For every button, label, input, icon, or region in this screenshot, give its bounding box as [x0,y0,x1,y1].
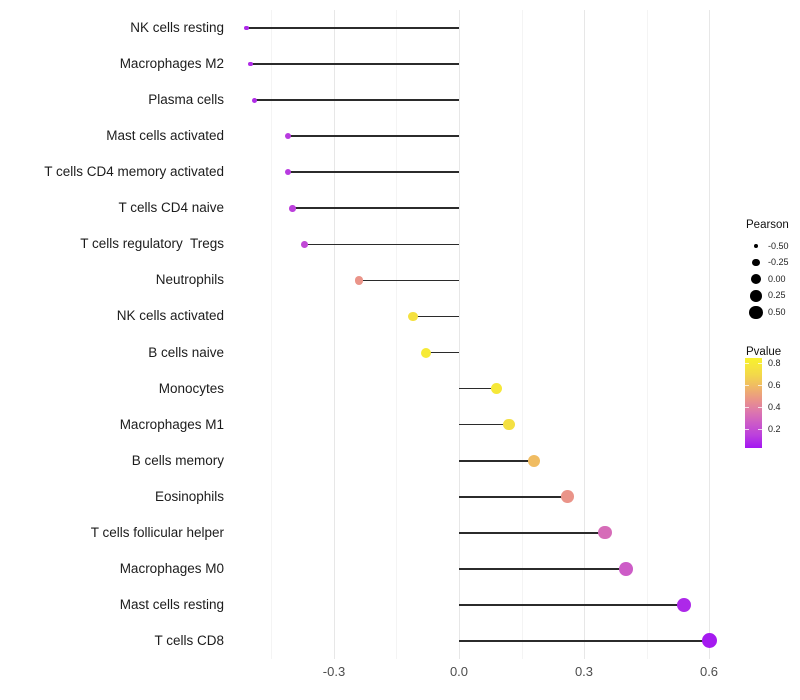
lollipop-dot [420,347,431,358]
grid-line-major [333,10,335,659]
y-axis-label: Macrophages M0 [119,560,224,576]
lollipop-stick [425,351,459,354]
lollipop-dot [527,454,541,467]
pvalue-tick-label: 0.2 [768,423,781,434]
legend-pvalue-title: Pvalue [746,346,782,358]
legend-size-label: -0.25 [768,257,789,268]
pvalue-colorbar-tickmark [745,384,749,387]
x-tick-label: 0.0 [449,664,469,679]
y-axis-label: T cells CD8 [154,632,224,648]
lollipop-stick [254,99,459,101]
lollipop-stick [459,640,710,642]
lollipop-stick [292,207,459,210]
pvalue-tick-label: 0.6 [768,379,781,390]
pvalue-colorbar-tickmark [758,428,762,431]
x-tick-label: -0.3 [322,664,346,679]
lollipop-stick [304,243,459,246]
lollipop-stick [459,423,509,426]
legend-size-label: -0.50 [768,240,789,251]
legend-size-label: 0.00 [768,273,786,284]
pvalue-colorbar-tickmark [745,428,749,431]
lollipop-stick [459,568,626,570]
y-axis-label: Mast cells resting [119,596,224,612]
lollipop-stick [288,171,459,174]
lollipop-dot [618,562,633,576]
lollipop-dot [252,97,258,103]
y-axis-label: B cells naive [148,344,224,360]
lollipop-stick [459,604,685,606]
legend-size-dot [750,289,762,302]
lollipop-dot [408,311,419,322]
lollipop-stick [459,387,497,390]
pvalue-colorbar-tickmark [758,362,762,365]
lollipop-dot [289,205,296,212]
lollipop-stick [288,135,459,138]
legend-pearson-title: Pearson [746,219,789,231]
lollipop-stick [358,279,459,282]
grid-line-minor [271,10,273,659]
grid-line-major [584,10,585,659]
y-axis-label: Macrophages M2 [119,56,224,72]
y-axis-label: T cells CD4 memory activated [44,164,224,180]
lollipop-stick [250,63,459,65]
x-tick-label: 0.3 [574,664,594,679]
lollipop-dot [701,633,717,649]
y-axis-label: Macrophages M1 [119,416,224,432]
legend-size-label: 0.25 [768,290,786,301]
lollipop-stick [246,27,459,29]
y-axis-label: B cells memory [131,452,224,468]
x-tick-label: 0.6 [699,664,719,679]
legend-size-dot [749,305,763,319]
lollipop-dot [354,276,364,285]
pvalue-tick-label: 0.4 [768,401,781,412]
lollipop-dot [598,526,612,540]
lollipop-dot [503,418,515,431]
pvalue-colorbar-tickmark [745,406,749,409]
lollipop-stick [413,315,459,318]
lollipop-dot [244,25,249,31]
grid-line-major [459,10,460,659]
lollipop-dot [490,382,503,395]
lollipop-stick [459,495,568,498]
grid-line-minor [396,10,398,659]
pvalue-colorbar [745,358,762,448]
lollipop-dot [560,490,574,504]
y-axis-label: Monocytes [158,380,224,396]
legend-size-label: 0.50 [768,306,786,317]
lollipop-stick [459,531,605,534]
y-axis-label: Neutrophils [155,272,224,288]
grid-line-minor [521,10,523,659]
pvalue-colorbar-tickmark [758,406,762,409]
y-axis-label: Eosinophils [154,488,224,504]
legend-size-dot [752,258,760,267]
y-axis-label: Plasma cells [148,92,224,108]
y-axis-label: Mast cells activated [106,128,224,144]
y-axis-label: NK cells resting [130,20,224,36]
legend-size-dot [753,243,759,249]
y-axis-label: NK cells activated [116,308,224,324]
lollipop-dot [676,597,692,613]
lollipop-dot [285,133,292,140]
y-axis-label: T cells regulatory Tregs [80,236,224,252]
lollipop-dot [248,61,254,67]
y-axis-label: T cells CD4 naive [118,200,224,216]
lollipop-dot [301,240,309,248]
lollipop-stick [459,459,534,462]
pvalue-colorbar-tickmark [745,362,749,365]
grid-line-minor [646,10,648,659]
y-axis-label: T cells follicular helper [90,524,224,540]
grid-line-major [709,10,711,659]
pvalue-tick-label: 0.8 [768,357,781,368]
lollipop-dot [285,169,292,176]
pvalue-colorbar-tickmark [758,384,762,387]
legend-size-dot [751,274,761,285]
